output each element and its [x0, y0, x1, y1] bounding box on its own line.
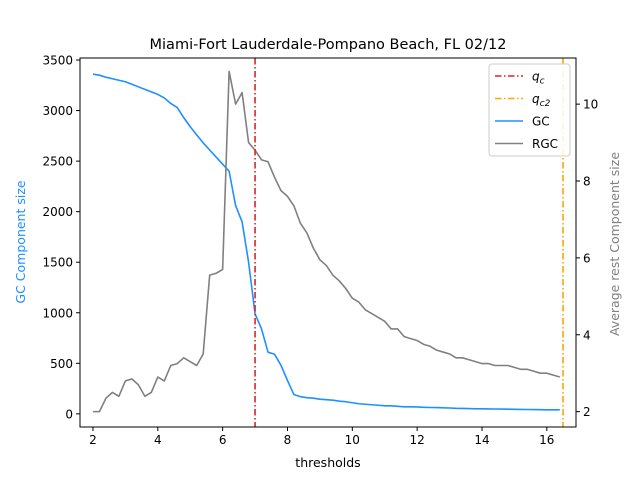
legend: qc qc2 GC RGC [488, 63, 571, 157]
legend-label: qc [532, 70, 545, 87]
x-axis-label: thresholds [295, 455, 360, 470]
y-left-tick-label: 3000 [42, 104, 73, 118]
y-left-tick-label: 2500 [42, 155, 73, 169]
y-right-tick-label: 10 [583, 98, 598, 112]
y-axis-left: 0 500 1000 1500 2000 2500 3000 3500 [42, 54, 80, 421]
y-left-tick-label: 1500 [42, 256, 73, 270]
series-line-gc [92, 73, 560, 411]
x-tick-label: 4 [154, 433, 162, 447]
x-tick-label: 6 [219, 433, 227, 447]
chart-title: Miami-Fort Lauderdale-Pompano Beach, FL … [150, 37, 507, 53]
y-right-tick-label: 2 [583, 405, 591, 419]
x-tick-label: 14 [474, 433, 489, 447]
x-tick-label: 8 [284, 433, 292, 447]
legend-box [488, 63, 571, 157]
x-tick-label: 2 [89, 433, 97, 447]
y-left-tick-label: 2000 [42, 205, 73, 219]
y-left-tick-label: 3500 [42, 54, 73, 68]
legend-label: qc2 [532, 92, 551, 109]
x-tick-label: 16 [539, 433, 554, 447]
y-axis-right: 2 4 6 8 10 [576, 98, 598, 419]
y-left-tick-label: 500 [50, 357, 73, 371]
x-tick-label: 12 [410, 433, 425, 447]
y-right-tick-label: 8 [583, 175, 591, 189]
x-axis: 2 4 6 8 10 12 14 16 [89, 427, 554, 447]
y-right-tick-label: 4 [583, 328, 591, 342]
y-axis-right-label: Average rest Component size [607, 152, 622, 336]
legend-label: RGC [532, 137, 558, 151]
legend-label: GC [532, 115, 550, 129]
plot-border [79, 57, 577, 428]
y-left-tick-label: 0 [65, 407, 73, 421]
y-left-tick-label: 1000 [42, 306, 73, 320]
series-layer [92, 70, 561, 413]
series-line-rgc [92, 70, 561, 413]
y-right-tick-label: 6 [583, 251, 591, 265]
x-tick-label: 10 [345, 433, 360, 447]
y-axis-left-label: GC Component size [13, 180, 28, 303]
